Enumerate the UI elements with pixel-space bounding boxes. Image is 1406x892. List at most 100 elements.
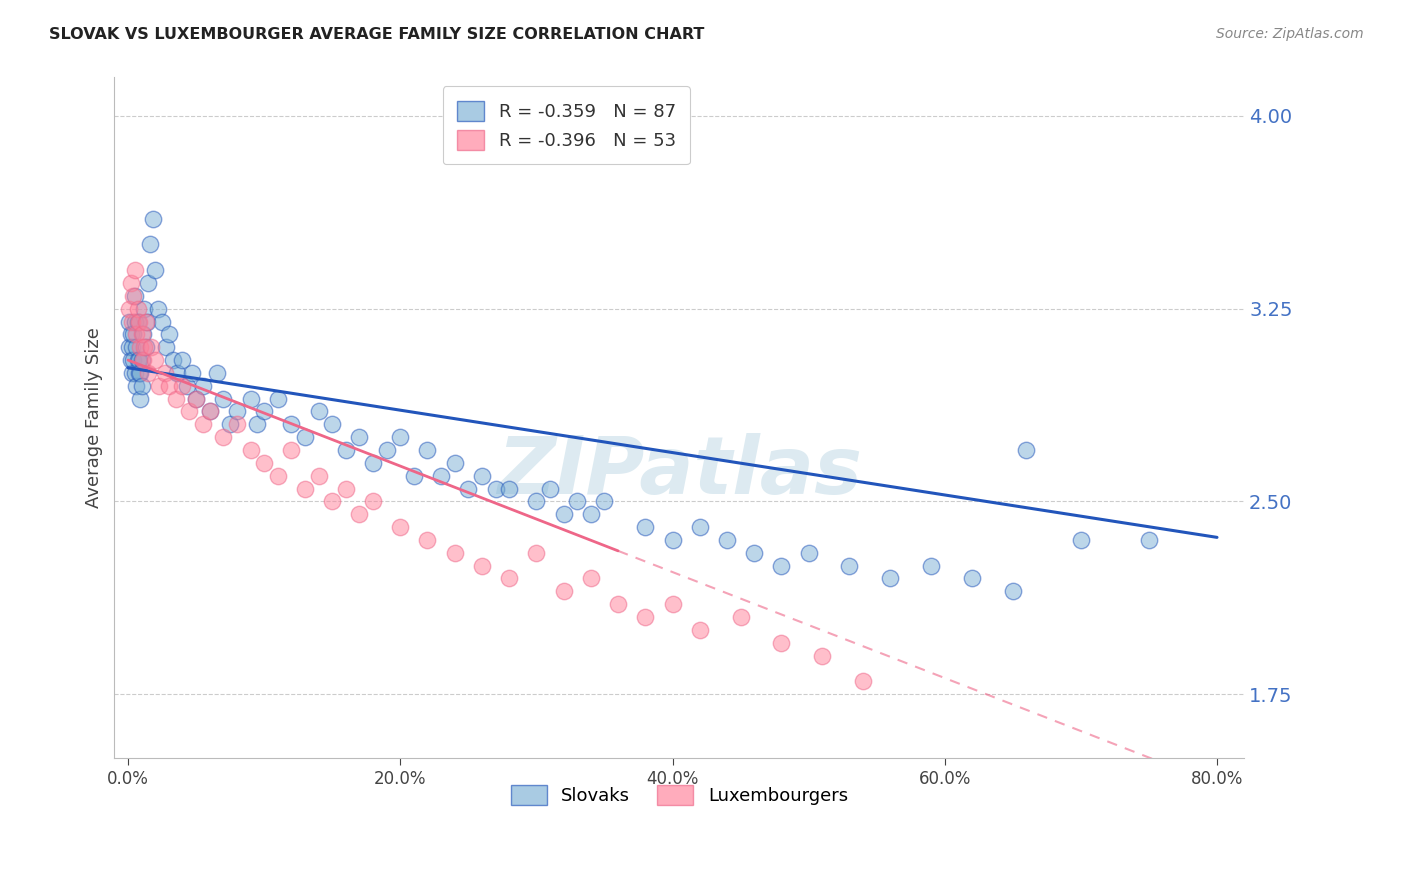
Text: Source: ZipAtlas.com: Source: ZipAtlas.com xyxy=(1216,27,1364,41)
Point xyxy=(797,546,820,560)
Point xyxy=(198,404,221,418)
Point xyxy=(127,314,149,328)
Point xyxy=(131,353,153,368)
Point xyxy=(593,494,616,508)
Point xyxy=(335,442,357,457)
Point xyxy=(122,289,145,303)
Point xyxy=(162,353,184,368)
Point xyxy=(811,648,834,663)
Point xyxy=(129,366,152,380)
Point xyxy=(150,314,173,328)
Point xyxy=(125,340,148,354)
Point xyxy=(157,327,180,342)
Point xyxy=(689,623,711,637)
Point xyxy=(308,468,330,483)
Point xyxy=(212,430,235,444)
Point xyxy=(212,392,235,406)
Point xyxy=(172,353,194,368)
Point xyxy=(579,508,602,522)
Point xyxy=(607,597,630,611)
Point xyxy=(219,417,242,432)
Point xyxy=(157,378,180,392)
Point xyxy=(131,378,153,392)
Point xyxy=(141,340,163,354)
Point xyxy=(120,327,142,342)
Point xyxy=(120,353,142,368)
Point xyxy=(498,572,520,586)
Point xyxy=(198,404,221,418)
Point xyxy=(361,494,384,508)
Point xyxy=(280,442,302,457)
Point xyxy=(205,366,228,380)
Point xyxy=(176,378,198,392)
Point xyxy=(484,482,506,496)
Point xyxy=(148,378,170,392)
Point xyxy=(172,378,194,392)
Point xyxy=(226,404,249,418)
Point xyxy=(1070,533,1092,547)
Point xyxy=(146,301,169,316)
Legend: Slovaks, Luxembourgers: Slovaks, Luxembourgers xyxy=(502,776,858,814)
Point xyxy=(122,327,145,342)
Point xyxy=(538,482,561,496)
Text: SLOVAK VS LUXEMBOURGER AVERAGE FAMILY SIZE CORRELATION CHART: SLOVAK VS LUXEMBOURGER AVERAGE FAMILY SI… xyxy=(49,27,704,42)
Point xyxy=(118,314,141,328)
Point xyxy=(567,494,589,508)
Point xyxy=(132,353,155,368)
Point xyxy=(524,546,547,560)
Point xyxy=(294,430,316,444)
Point xyxy=(716,533,738,547)
Point xyxy=(960,572,983,586)
Point xyxy=(135,314,157,328)
Point xyxy=(134,340,156,354)
Point xyxy=(852,674,875,689)
Point xyxy=(134,301,156,316)
Point xyxy=(239,392,262,406)
Point xyxy=(457,482,479,496)
Point xyxy=(184,392,207,406)
Point xyxy=(179,404,201,418)
Point xyxy=(153,366,176,380)
Point xyxy=(191,378,214,392)
Point xyxy=(349,508,371,522)
Point xyxy=(689,520,711,534)
Point xyxy=(361,456,384,470)
Point xyxy=(165,392,187,406)
Point xyxy=(634,610,657,624)
Point xyxy=(553,584,575,599)
Point xyxy=(166,366,188,380)
Point xyxy=(120,276,142,290)
Point xyxy=(141,211,163,226)
Point xyxy=(471,558,494,573)
Point xyxy=(321,417,343,432)
Point xyxy=(124,314,146,328)
Point xyxy=(138,366,160,380)
Point xyxy=(124,289,146,303)
Point xyxy=(661,597,683,611)
Point xyxy=(280,417,302,432)
Point xyxy=(267,468,290,483)
Point xyxy=(443,546,465,560)
Point xyxy=(634,520,657,534)
Point xyxy=(127,353,149,368)
Point xyxy=(239,442,262,457)
Point xyxy=(402,468,425,483)
Point xyxy=(321,494,343,508)
Point xyxy=(553,508,575,522)
Point xyxy=(246,417,269,432)
Point xyxy=(770,558,793,573)
Point xyxy=(471,468,494,483)
Point xyxy=(184,392,207,406)
Point xyxy=(920,558,942,573)
Point xyxy=(253,404,276,418)
Point xyxy=(125,378,148,392)
Point xyxy=(770,636,793,650)
Point xyxy=(226,417,249,432)
Point xyxy=(253,456,276,470)
Point xyxy=(128,314,150,328)
Point xyxy=(128,366,150,380)
Point xyxy=(661,533,683,547)
Y-axis label: Average Family Size: Average Family Size xyxy=(86,327,103,508)
Point xyxy=(121,340,143,354)
Point xyxy=(389,430,412,444)
